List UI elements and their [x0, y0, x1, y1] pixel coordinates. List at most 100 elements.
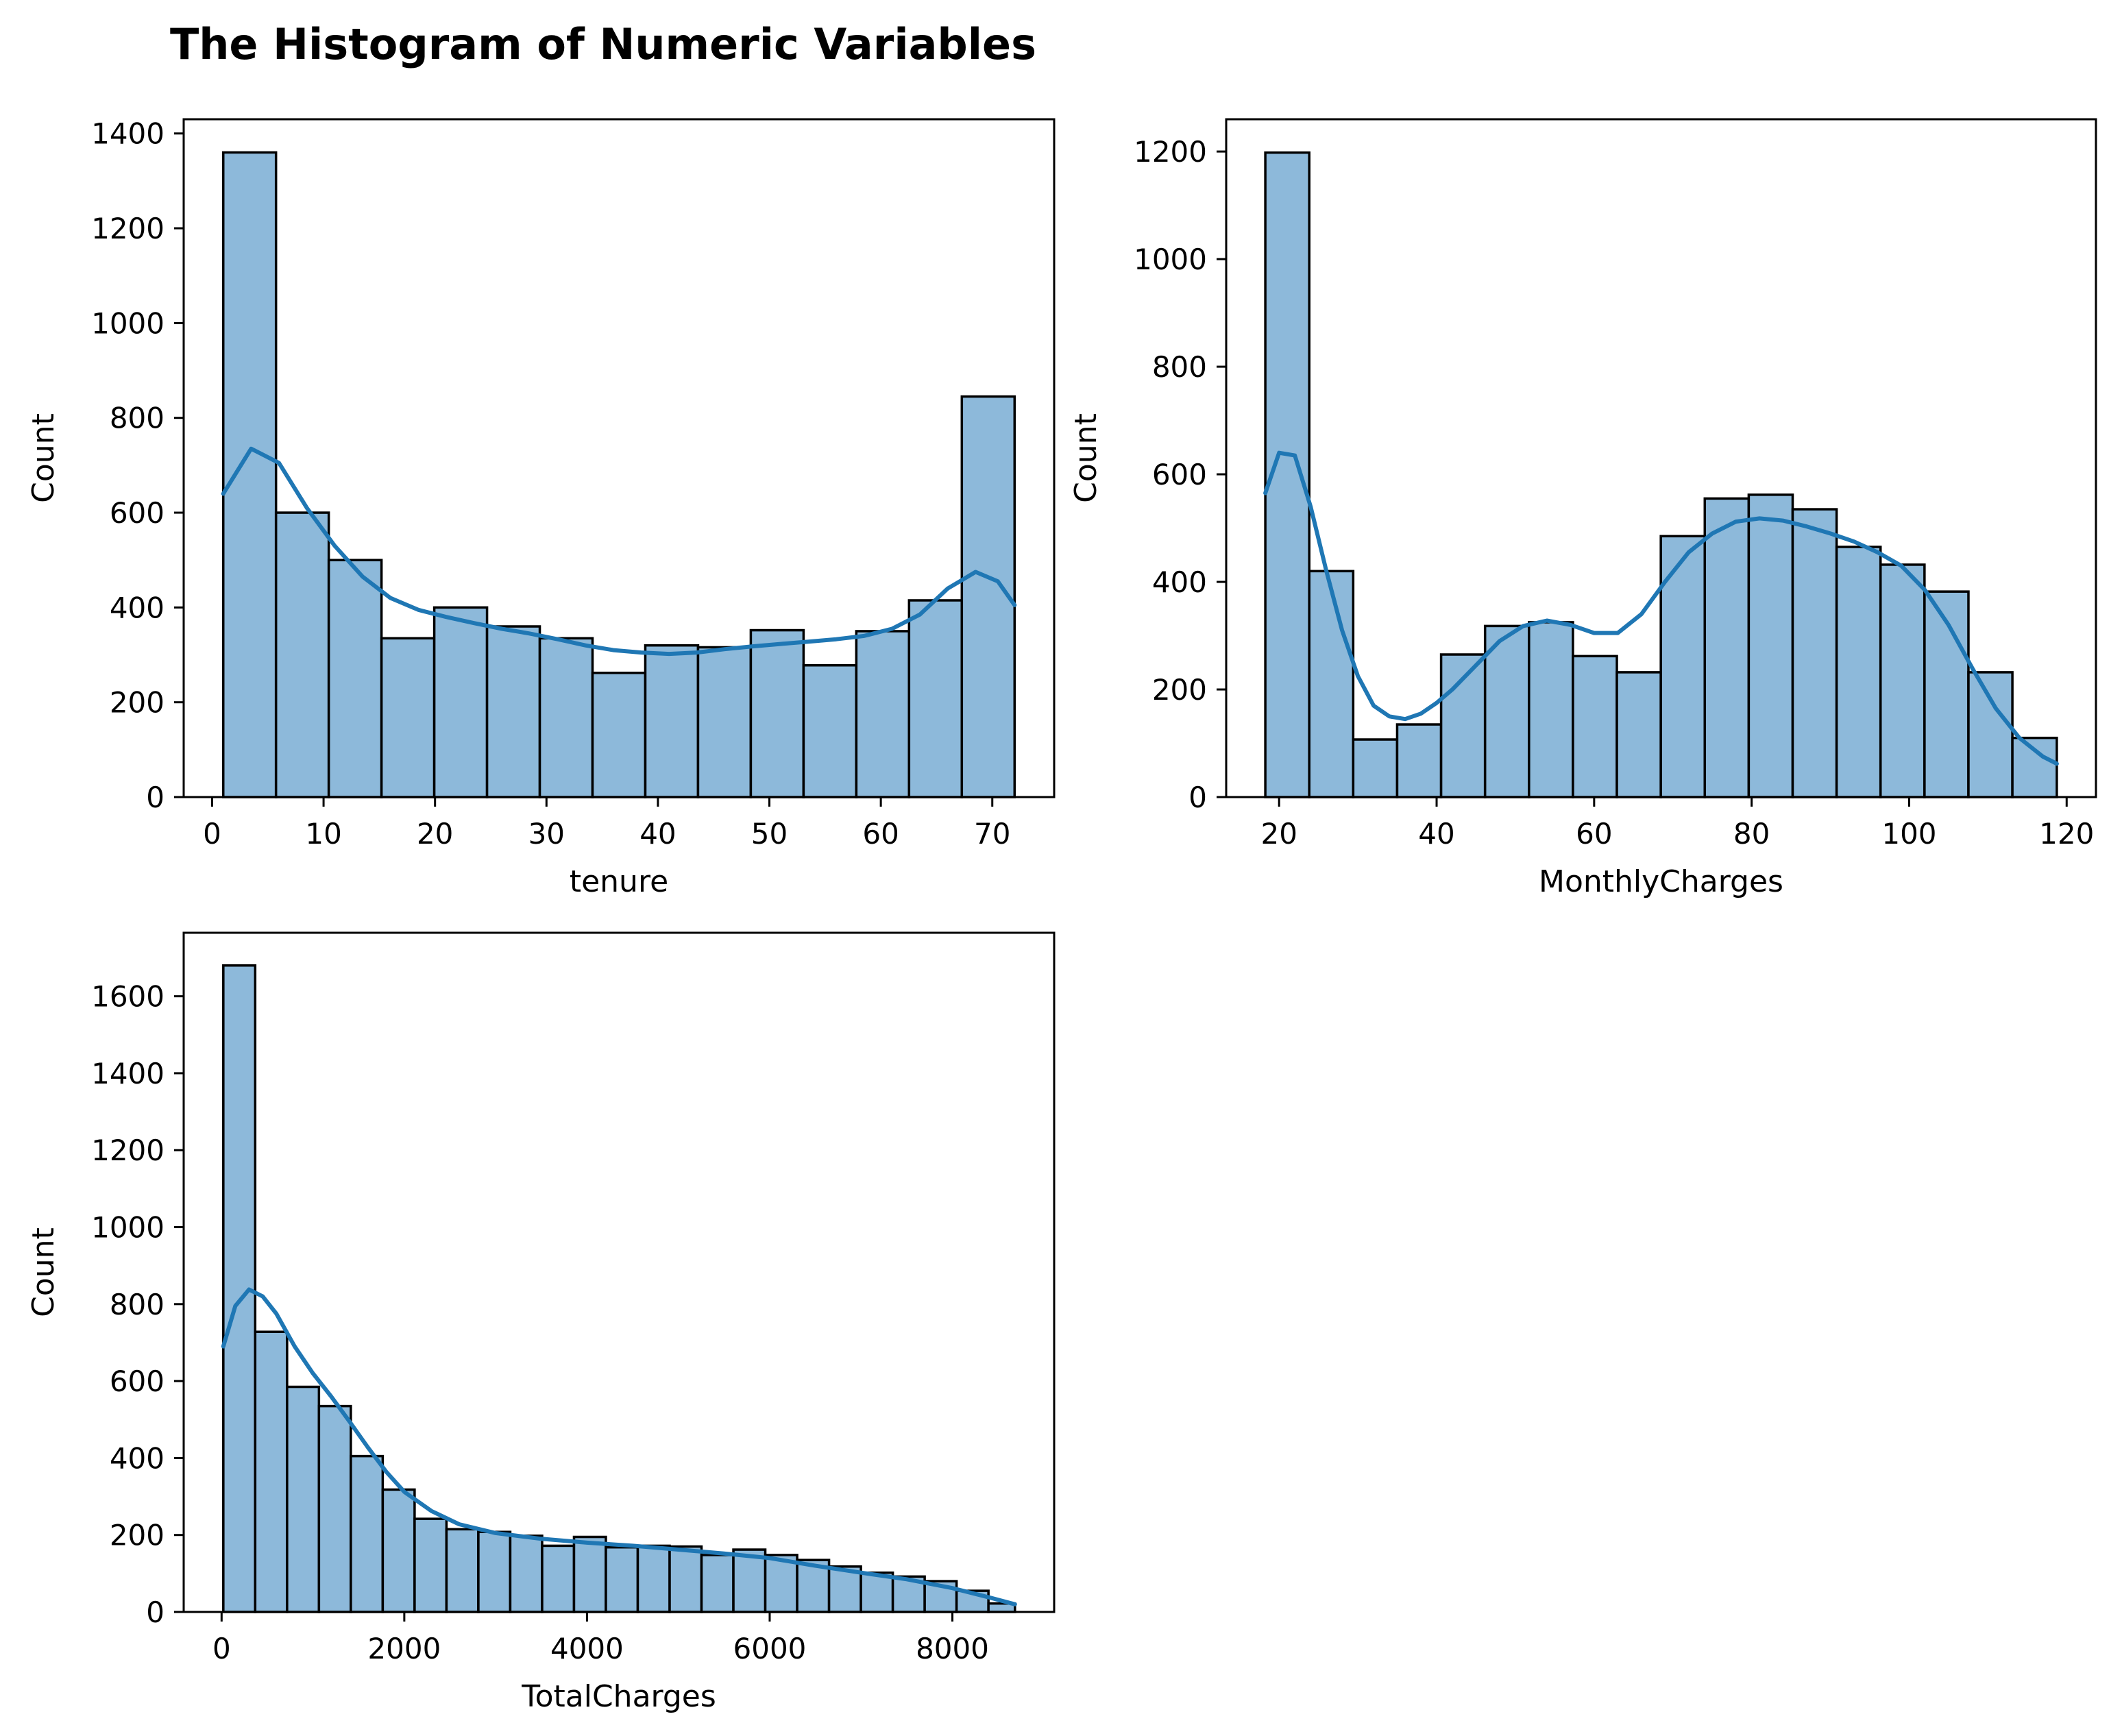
x-tick-label: 50: [751, 817, 788, 851]
histogram-bar: [380, 637, 436, 798]
y-tick-label: 1400: [91, 117, 164, 151]
histogram-bar: [381, 1488, 416, 1613]
x-tick-label: 70: [974, 817, 1010, 851]
histogram-bar: [960, 395, 1016, 798]
y-tick-label: 600: [110, 1365, 164, 1398]
axes-frame: [182, 118, 1056, 798]
y-tick-label: 800: [110, 1288, 164, 1321]
histogram-panel-1: 0 10 20 30 40 50 60 70 0 200 400 600 800 1000 1200 1400…: [26, 117, 1056, 899]
histogram-bar: [1967, 671, 2014, 798]
axes-frame: [1225, 118, 2097, 798]
x-tick-label: 20: [417, 817, 453, 851]
histogram-panel-2: 20 40 60 80 100 120020040060080010001200Month…: [1069, 118, 2097, 899]
histogram-bar: [907, 599, 964, 798]
histogram-bar: [1615, 671, 1662, 798]
y-axis-label: Count: [26, 413, 61, 503]
histogram-bar: [591, 672, 647, 798]
histogram-bar: [732, 1548, 767, 1613]
x-tick-label: 60: [1576, 817, 1612, 851]
histogram-bar: [541, 1544, 576, 1613]
x-tick-label: 0: [212, 1632, 231, 1665]
kde-line: [221, 446, 1017, 657]
histogram-panel-3: 0 2000 4000 6000 8000 0 200 400 600 800 1000 1200 14…: [26, 931, 1056, 1714]
histogram-bar: [1659, 535, 1707, 798]
figure-title: The Histogram of Numeric Variables: [170, 19, 1037, 69]
histogram-bar: [432, 606, 489, 798]
axes-frame: [182, 931, 1056, 1613]
histogram-bar: [274, 511, 330, 798]
histogram-bar: [1703, 497, 1751, 798]
x-tick-label: 6000: [733, 1632, 807, 1665]
y-tick-label: 1200: [1134, 135, 1207, 169]
x-tick-label: 120: [2039, 817, 2094, 851]
histogram-bar: [1395, 723, 1443, 798]
x-tick-label: 40: [1418, 817, 1454, 851]
histogram-bar: [485, 625, 541, 798]
y-tick-label: 0: [146, 1596, 164, 1629]
y-tick-label: 1200: [91, 1134, 164, 1167]
histogram-bar: [413, 1517, 448, 1613]
histogram-bar: [636, 1544, 671, 1613]
histogram-bar: [644, 644, 700, 798]
y-tick-label: 400: [1152, 565, 1207, 599]
y-tick-label: 400: [110, 591, 164, 624]
x-tick-label: 100: [1881, 817, 1936, 851]
y-tick-label: 1000: [91, 306, 164, 340]
histogram-bar: [2011, 736, 2058, 798]
x-tick-label: 2000: [367, 1632, 441, 1665]
x-tick-label: 40: [639, 817, 676, 851]
histogram-bar: [1308, 570, 1355, 798]
y-tick-label: 200: [110, 686, 164, 720]
histogram-bar: [696, 646, 753, 798]
y-tick-label: 200: [1152, 673, 1207, 707]
y-tick-label: 0: [1188, 781, 1207, 814]
histogram-bar: [477, 1530, 512, 1613]
histogram-bar: [1747, 493, 1794, 798]
y-tick-label: 0: [146, 781, 164, 814]
histogram-bar: [700, 1554, 735, 1613]
histogram-bar: [1528, 621, 1574, 798]
histogram-bar: [605, 1545, 639, 1613]
x-tick-label: 60: [862, 817, 899, 851]
x-tick-label: 0: [203, 817, 221, 851]
histogram-bar: [1352, 738, 1399, 798]
histogram-bar: [1791, 508, 1838, 798]
y-tick-label: 800: [110, 402, 164, 435]
histogram-bar: [572, 1535, 607, 1613]
y-tick-label: 1600: [91, 980, 164, 1014]
x-axis-label: TotalCharges: [521, 1679, 716, 1714]
histogram-bar: [1835, 546, 1882, 798]
kde-line: [221, 1287, 1017, 1606]
histogram-bar: [509, 1535, 544, 1613]
y-tick-label: 600: [110, 496, 164, 530]
histogram-bar: [254, 1330, 289, 1613]
histogram-bar: [317, 1404, 352, 1613]
kde-line: [1263, 450, 2059, 766]
y-tick-label: 800: [1152, 350, 1207, 384]
x-tick-label: 10: [305, 817, 341, 851]
histogram-bar: [445, 1528, 480, 1613]
histogram-bar: [327, 559, 383, 798]
y-tick-label: 1000: [1134, 243, 1207, 276]
histogram-bar: [286, 1385, 321, 1613]
y-tick-label: 1200: [91, 212, 164, 245]
histogram-bar: [802, 663, 858, 798]
y-axis-label: Count: [1069, 413, 1103, 503]
histogram-bar: [1879, 563, 1926, 798]
x-tick-label: 80: [1733, 817, 1770, 851]
x-tick-label: 20: [1260, 817, 1297, 851]
histogram-bar: [350, 1454, 385, 1613]
histogram-bar: [749, 628, 805, 798]
x-axis-label: MonthlyCharges: [1539, 864, 1783, 899]
y-tick-label: 1000: [91, 1211, 164, 1245]
x-axis-label: tenure: [570, 864, 668, 899]
y-tick-label: 400: [110, 1441, 164, 1475]
histogram-bar: [221, 151, 278, 798]
histogram-bar: [668, 1545, 703, 1613]
histogram-bar: [1572, 655, 1618, 798]
x-tick-label: 4000: [550, 1632, 624, 1665]
x-tick-label: 8000: [916, 1632, 989, 1665]
histogram-bar: [538, 637, 594, 798]
y-tick-label: 1400: [91, 1057, 164, 1090]
